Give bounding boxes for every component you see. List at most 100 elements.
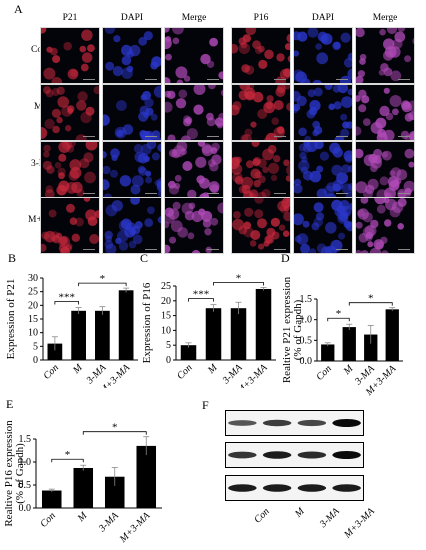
scale-bar bbox=[83, 136, 95, 137]
scale-bar bbox=[274, 136, 286, 137]
scale-bar bbox=[83, 79, 95, 80]
scale-bar bbox=[398, 249, 410, 250]
bar-m bbox=[205, 308, 222, 360]
significance-bracket bbox=[188, 298, 214, 302]
blot-band bbox=[228, 451, 257, 459]
bar-3-ma bbox=[364, 334, 378, 361]
significance-marker: * bbox=[100, 273, 106, 285]
significance-bracket bbox=[54, 301, 80, 305]
scale-bar bbox=[398, 193, 410, 194]
blot-lane-label: 3-MA bbox=[317, 506, 342, 530]
significance-bracket bbox=[78, 282, 127, 287]
micrograph-merge-3-ma bbox=[164, 141, 224, 198]
scale-bar bbox=[207, 193, 219, 194]
bar-m-3-ma bbox=[118, 290, 134, 360]
micrograph-p16-m-3-ma bbox=[231, 197, 291, 254]
micrograph-dapi-3-ma bbox=[102, 141, 162, 198]
blot-band bbox=[262, 484, 292, 492]
y-axis-label: Expression of P16 bbox=[141, 282, 153, 363]
y-axis-label: Realtive P21 expression bbox=[281, 276, 293, 383]
significance-marker: * bbox=[336, 308, 342, 320]
scale-bar bbox=[207, 136, 219, 137]
significance-bracket bbox=[213, 282, 264, 286]
y-tick-label: 5 bbox=[33, 341, 38, 352]
blot-band bbox=[332, 484, 361, 492]
significance-marker: * bbox=[368, 293, 374, 305]
panel-e-label: E bbox=[6, 397, 14, 411]
category-label: 3-MA bbox=[96, 510, 121, 535]
y-tick-label: 0.5 bbox=[19, 480, 32, 491]
micrograph-merge-con bbox=[355, 27, 415, 84]
bar-3-ma bbox=[230, 308, 247, 360]
bar-con bbox=[180, 345, 197, 360]
micrograph-p21-m-3-ma bbox=[40, 197, 100, 254]
scale-bar bbox=[336, 136, 348, 137]
category-label: M bbox=[70, 362, 85, 377]
bar-con bbox=[41, 490, 62, 508]
column-header-merge: Merge bbox=[181, 13, 207, 23]
column-header-dapi: DAPI bbox=[120, 13, 144, 23]
micrograph-merge-m bbox=[164, 84, 224, 141]
y-axis-label-units: (% of Gapdh) bbox=[292, 299, 304, 360]
panel-b-label: B bbox=[8, 251, 17, 265]
blot-band bbox=[332, 419, 361, 427]
y-tick-label: 1.5 bbox=[19, 434, 32, 445]
scale-bar bbox=[145, 193, 157, 194]
micrograph-p21-m bbox=[40, 84, 100, 141]
y-axis-label: Realtive P16 expression bbox=[3, 420, 15, 527]
y-tick-label: 20 bbox=[161, 296, 171, 307]
scale-bar bbox=[83, 249, 95, 250]
y-tick-label: 0 bbox=[33, 355, 38, 366]
chart-e-relative-p16: 0.0 0.5 1.0 1.5 Con M 3-MAM+3-MA * * Realtive P16… bbox=[3, 420, 162, 546]
y-tick-label: 15 bbox=[28, 314, 38, 325]
y-tick-label: 0.0 bbox=[300, 356, 313, 367]
blot-band bbox=[332, 451, 361, 459]
y-tick-label: 10 bbox=[28, 328, 38, 339]
significance-marker: * bbox=[112, 422, 118, 434]
blot-band bbox=[297, 484, 327, 492]
significance-marker: * bbox=[65, 449, 71, 461]
significance-bracket bbox=[348, 302, 393, 306]
significance-marker: *** bbox=[193, 289, 210, 301]
scale-bar bbox=[398, 79, 410, 80]
scale-bar bbox=[207, 249, 219, 250]
y-tick-label: 20 bbox=[28, 300, 38, 311]
bar-m-3-ma bbox=[255, 288, 272, 360]
y-tick-label: 15 bbox=[161, 311, 171, 322]
panel-d-label: D bbox=[281, 251, 290, 265]
blot-band bbox=[228, 420, 257, 426]
panel-a-label: A bbox=[14, 2, 23, 16]
micrograph-merge-con bbox=[164, 27, 224, 84]
significance-marker: *** bbox=[59, 292, 76, 304]
significance-bracket bbox=[327, 317, 350, 322]
scale-bar bbox=[145, 136, 157, 137]
blot-band bbox=[297, 451, 327, 459]
category-label: M bbox=[341, 363, 356, 378]
scale-bar bbox=[83, 193, 95, 194]
bar-m-3-ma bbox=[385, 309, 399, 361]
row-header-con: Con bbox=[31, 45, 47, 55]
blot-band bbox=[262, 419, 292, 427]
bar-con bbox=[47, 343, 63, 360]
blot-band bbox=[297, 419, 327, 427]
bar-3-ma bbox=[104, 476, 125, 508]
scale-bar bbox=[145, 249, 157, 250]
y-tick-label: 1.5 bbox=[300, 294, 313, 305]
category-label: M bbox=[205, 362, 220, 377]
scale-bar bbox=[145, 79, 157, 80]
micrograph-p21-con bbox=[40, 27, 100, 84]
bar-m bbox=[73, 467, 94, 508]
category-label: M bbox=[75, 510, 90, 525]
scale-bar bbox=[336, 79, 348, 80]
category-label: M+3-MA bbox=[117, 510, 153, 546]
panel-c-label: C bbox=[140, 251, 149, 265]
category-label: Con bbox=[41, 362, 61, 382]
bar-m bbox=[71, 310, 86, 360]
y-axis-label: Expression of P21 bbox=[5, 279, 17, 360]
micrograph-dapi-m bbox=[102, 84, 162, 141]
significance-bracket bbox=[51, 458, 84, 463]
micrograph-dapi-con bbox=[293, 27, 353, 84]
y-tick-label: 0.5 bbox=[300, 335, 313, 346]
